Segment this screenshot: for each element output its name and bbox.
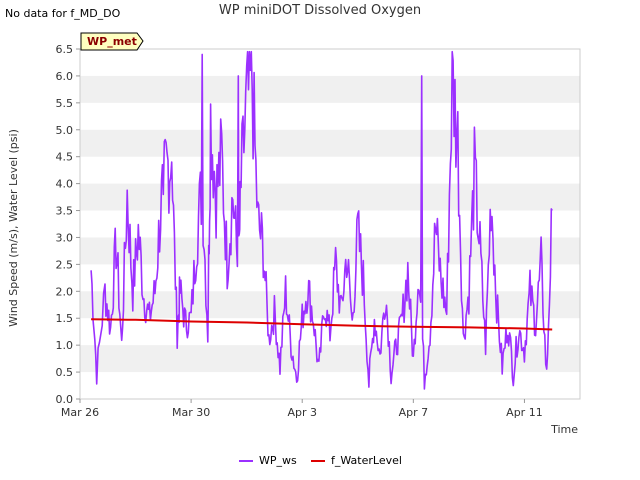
grid-band — [80, 129, 580, 157]
y-tick-label: 0.0 — [56, 393, 74, 406]
y-tick-label: 1.0 — [56, 339, 74, 352]
grid-band — [80, 237, 580, 265]
grid-band — [80, 291, 580, 319]
legend-label-wp-ws: WP_ws — [259, 454, 297, 467]
y-tick-label: 1.5 — [56, 312, 74, 325]
x-tick-label: Mar 26 — [61, 406, 99, 419]
y-tick-label: 4.0 — [56, 178, 74, 191]
site-badge-label: WP_met — [87, 35, 137, 48]
x-tick-label: Apr 11 — [506, 406, 543, 419]
y-tick-label: 0.5 — [56, 366, 74, 379]
x-axis-label: Time — [550, 423, 578, 436]
series-layer — [90, 50, 553, 390]
grid-band — [80, 183, 580, 211]
series-line-wp-ws — [90, 50, 553, 390]
x-tick-label: Mar 30 — [172, 406, 210, 419]
y-tick-label: 3.5 — [56, 205, 74, 218]
y-tick-label: 2.0 — [56, 285, 74, 298]
y-tick-label: 6.0 — [56, 70, 74, 83]
no-data-note: No data for f_MD_DO — [5, 7, 121, 20]
x-tick-label: Apr 3 — [287, 406, 317, 419]
series-line-water-level — [91, 318, 553, 331]
y-tick-label: 6.5 — [56, 43, 74, 56]
legend-label-water-level: f_WaterLevel — [331, 454, 402, 467]
chart-title: WP miniDOT Dissolved Oxygen — [218, 3, 422, 18]
y-tick-label: 5.0 — [56, 124, 74, 137]
x-ticks: Mar 26 Mar 30 Apr 3 Apr 7 Apr 11 — [61, 399, 543, 419]
y-tick-label: 3.0 — [56, 231, 74, 244]
y-ticks: 0.0 0.5 1.0 1.5 2.0 2.5 3.0 3.5 4.0 4.5 5.0 5.5 6.0 6… — [56, 43, 80, 406]
y-tick-label: 2.5 — [56, 258, 74, 271]
y-axis-label: Wind Speed (m/s), Water Level (psi) — [7, 129, 20, 327]
grid-band — [80, 345, 580, 373]
legend: WP_ws f_WaterLevel — [239, 454, 402, 467]
plot-frame — [79, 48, 581, 400]
x-tick-label: Apr 7 — [399, 406, 429, 419]
y-tick-label: 5.5 — [56, 97, 74, 110]
grid-band — [80, 75, 580, 103]
y-tick-label: 4.5 — [56, 151, 74, 164]
site-badge: WP_met — [80, 32, 144, 51]
